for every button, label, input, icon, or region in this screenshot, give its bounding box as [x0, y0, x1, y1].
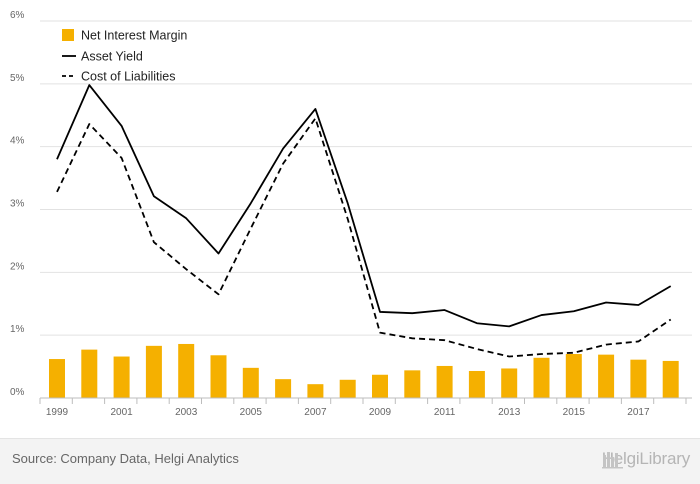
- brand-logo: HelgiLibrary: [601, 449, 691, 469]
- bar: [533, 357, 550, 398]
- x-tick-label: 2017: [627, 407, 650, 418]
- chart-svg: 0% 1% 2% 3% 4% 5% 6% 1999 2001 2003 2005 2007 2009 2…: [10, 10, 692, 418]
- bar: [662, 360, 679, 398]
- bar: [372, 374, 388, 398]
- bar: [436, 365, 453, 398]
- x-axis: 1999 2001 2003 2005 2007 2009 2011 2013 2015 2017: [39, 397, 692, 418]
- bar-series: [49, 343, 679, 398]
- footer: Source: Company Data, Helgi Analytics He…: [0, 438, 700, 484]
- bar: [565, 354, 582, 398]
- x-tick-label: 2001: [110, 407, 133, 418]
- x-tick-label: 2011: [434, 407, 456, 418]
- bar: [404, 370, 421, 398]
- y-tick-label: 1%: [10, 324, 25, 335]
- x-tick-label: 2009: [369, 407, 392, 418]
- y-tick-label: 4%: [10, 136, 25, 147]
- y-tick-label: 6%: [10, 10, 25, 21]
- bar: [242, 367, 259, 398]
- bar: [210, 355, 227, 398]
- bar: [339, 379, 356, 398]
- legend: Net Interest Margin Asset Yield Cost of Li…: [62, 29, 187, 84]
- x-tick-label: 2007: [304, 407, 327, 418]
- bar: [275, 379, 292, 398]
- bar: [630, 359, 647, 398]
- library-icon: [601, 452, 623, 469]
- x-tick-label: 2013: [498, 407, 521, 418]
- legend-label: Cost of Liabilities: [81, 70, 176, 84]
- legend-label: Net Interest Margin: [81, 29, 187, 43]
- bar: [81, 349, 98, 398]
- bar: [468, 370, 485, 398]
- grid-lines: [40, 20, 692, 336]
- cost-of-liabilities-line: [56, 117, 672, 358]
- x-tick-label: 2003: [175, 407, 198, 418]
- bar: [49, 359, 65, 398]
- legend-swatch-bar: [62, 29, 74, 41]
- asset-yield-line: [56, 84, 672, 328]
- line-series: [56, 84, 672, 358]
- y-tick-label: 3%: [10, 199, 25, 210]
- bar: [145, 345, 162, 398]
- y-tick-label: 2%: [10, 261, 25, 272]
- bar: [598, 354, 615, 398]
- x-tick-label: 1999: [46, 407, 69, 418]
- brand-name: HelgiLibrary: [601, 449, 691, 468]
- bar: [113, 356, 130, 398]
- bar: [178, 343, 195, 398]
- x-tick-label: 2015: [563, 407, 586, 418]
- x-tick-label: 2005: [240, 407, 263, 418]
- bar: [307, 384, 324, 398]
- legend-label: Asset Yield: [81, 50, 143, 64]
- bar: [501, 368, 518, 398]
- y-tick-label: 0%: [10, 387, 25, 398]
- source-note: Source: Company Data, Helgi Analytics: [12, 451, 239, 466]
- y-tick-label: 5%: [10, 73, 25, 84]
- y-axis-ticks: 0% 1% 2% 3% 4% 5% 6%: [10, 10, 25, 398]
